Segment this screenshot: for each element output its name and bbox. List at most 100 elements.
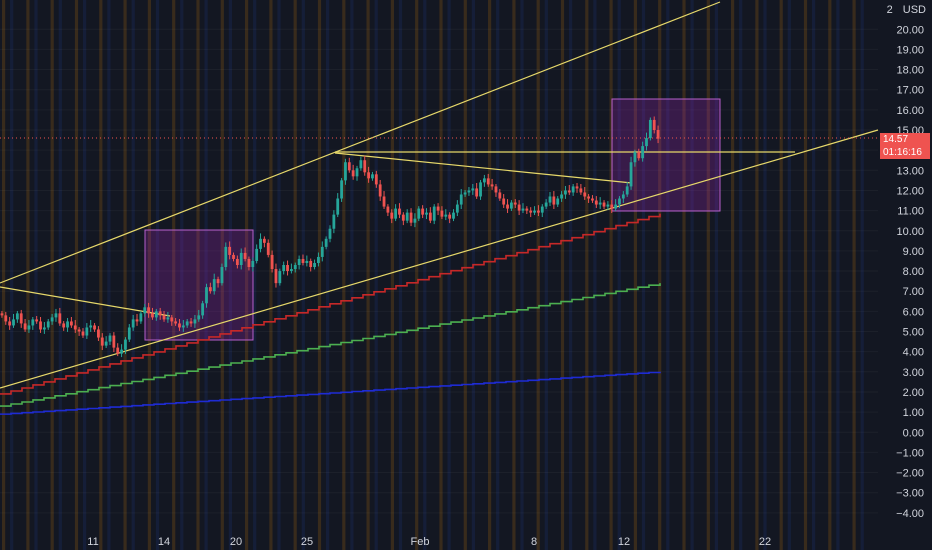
candle-body[interactable] <box>637 152 641 159</box>
candle-body[interactable] <box>625 186 629 195</box>
candle-body[interactable] <box>614 204 618 209</box>
candle-body[interactable] <box>548 196 552 203</box>
candle-body[interactable] <box>498 192 502 199</box>
candle-body[interactable] <box>355 168 359 177</box>
candle-body[interactable] <box>135 319 139 322</box>
candle-body[interactable] <box>228 246 232 255</box>
candle-body[interactable] <box>525 208 529 211</box>
candle-body[interactable] <box>455 204 459 213</box>
candle-body[interactable] <box>567 190 571 193</box>
candle-body[interactable] <box>320 246 324 257</box>
candle-body[interactable] <box>324 238 328 247</box>
candle-body[interactable] <box>313 262 316 268</box>
candle-body[interactable] <box>108 335 112 342</box>
candle-body[interactable] <box>467 190 471 193</box>
candle-body[interactable] <box>274 269 278 284</box>
candle-body[interactable] <box>120 349 123 354</box>
candle-body[interactable] <box>66 321 69 328</box>
candle-body[interactable] <box>116 347 120 354</box>
candle-body[interactable] <box>286 265 289 272</box>
upper-channel-trendline[interactable] <box>0 1 721 284</box>
candle-body[interactable] <box>50 317 54 322</box>
candle-body[interactable] <box>127 327 131 340</box>
candle-body[interactable] <box>58 313 62 324</box>
candle-body[interactable] <box>552 196 556 205</box>
candle-body[interactable] <box>502 198 506 205</box>
candle-body[interactable] <box>166 317 170 320</box>
candle-body[interactable] <box>413 218 417 223</box>
candle-body[interactable] <box>208 287 212 292</box>
candle-body[interactable] <box>31 319 35 326</box>
candle-body[interactable] <box>390 212 394 219</box>
candle-body[interactable] <box>104 341 108 346</box>
candle-body[interactable] <box>162 315 166 320</box>
candle-body[interactable] <box>328 228 332 239</box>
candle-body[interactable] <box>193 319 197 324</box>
candle-body[interactable] <box>151 313 154 318</box>
candle-body[interactable] <box>62 323 66 328</box>
currency-label[interactable]: USD <box>902 4 926 16</box>
candle-body[interactable] <box>35 319 39 322</box>
candle-body[interactable] <box>181 325 185 328</box>
candle-body[interactable] <box>224 246 228 268</box>
candle-body[interactable] <box>270 254 274 270</box>
candle-body[interactable] <box>510 202 513 209</box>
candle-body[interactable] <box>533 210 536 213</box>
candle-body[interactable] <box>93 325 96 330</box>
candle-body[interactable] <box>46 321 50 328</box>
candle-body[interactable] <box>317 256 320 263</box>
candle-body[interactable] <box>517 204 521 211</box>
candle-body[interactable] <box>444 214 448 217</box>
candle-body[interactable] <box>556 198 560 205</box>
candle-body[interactable] <box>73 325 77 330</box>
candle-body[interactable] <box>494 186 498 193</box>
candle-body[interactable] <box>27 325 31 330</box>
candle-body[interactable] <box>332 214 336 229</box>
trendlines[interactable] <box>0 1 879 389</box>
scale-label[interactable]: 2 <box>886 4 893 16</box>
candle-body[interactable] <box>305 260 309 263</box>
candle-body[interactable] <box>602 202 606 207</box>
candle-body[interactable] <box>143 307 147 314</box>
candle-body[interactable] <box>185 321 189 326</box>
candle-body[interactable] <box>201 303 205 316</box>
candle-body[interactable] <box>290 269 293 272</box>
candle-body[interactable] <box>189 321 193 324</box>
candle-body[interactable] <box>583 192 587 197</box>
candle-body[interactable] <box>479 182 482 197</box>
candle-body[interactable] <box>471 188 475 191</box>
candle-body[interactable] <box>8 321 12 326</box>
candle-body[interactable] <box>436 206 440 211</box>
candle-body[interactable] <box>309 260 313 268</box>
candle-body[interactable] <box>158 311 162 316</box>
candle-body[interactable] <box>266 242 270 255</box>
candle-body[interactable] <box>70 321 73 326</box>
candle-body[interactable] <box>301 258 305 263</box>
candles[interactable] <box>0 116 660 358</box>
candle-body[interactable] <box>394 208 398 219</box>
candle-body[interactable] <box>97 329 100 338</box>
candle-body[interactable] <box>139 313 143 322</box>
candle-body[interactable] <box>239 252 243 266</box>
candle-body[interactable] <box>42 327 46 330</box>
candle-body[interactable] <box>645 138 648 147</box>
candle-body[interactable] <box>652 119 656 130</box>
candle-body[interactable] <box>247 258 251 268</box>
candle-body[interactable] <box>579 188 583 193</box>
candle-body[interactable] <box>212 279 216 292</box>
candle-body[interactable] <box>382 196 386 207</box>
candle-body[interactable] <box>591 198 594 201</box>
candle-body[interactable] <box>648 119 652 139</box>
candle-body[interactable] <box>571 186 575 193</box>
candle-body[interactable] <box>344 162 347 181</box>
candle-body[interactable] <box>482 178 486 183</box>
lower-channel-trendline[interactable] <box>0 129 879 389</box>
candle-body[interactable] <box>147 307 150 314</box>
candle-body[interactable] <box>81 331 85 336</box>
candle-body[interactable] <box>251 260 255 268</box>
candle-body[interactable] <box>459 194 463 205</box>
candle-body[interactable] <box>340 180 343 199</box>
candle-body[interactable] <box>89 325 93 328</box>
candle-body[interactable] <box>374 174 378 185</box>
